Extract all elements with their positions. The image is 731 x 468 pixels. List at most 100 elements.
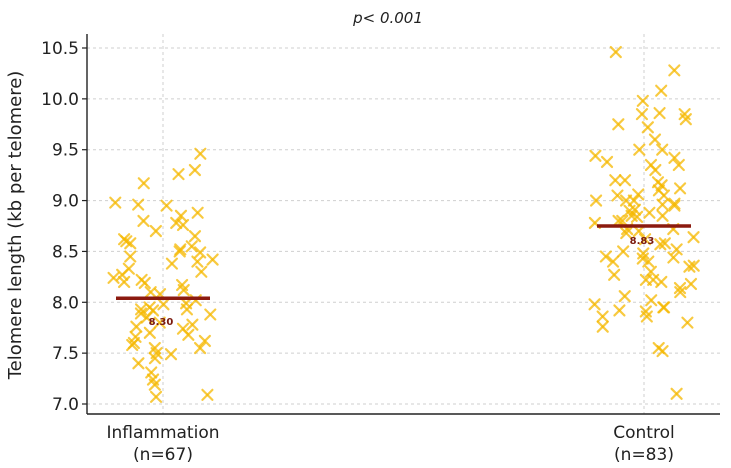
data-point xyxy=(124,250,137,263)
data-point xyxy=(206,253,219,266)
data-point xyxy=(619,194,633,207)
data-point xyxy=(596,320,609,333)
data-point-stroke xyxy=(130,320,143,333)
data-point-stroke xyxy=(637,247,650,260)
data-point xyxy=(194,147,207,160)
data-point-stroke xyxy=(608,268,621,281)
data-point-stroke xyxy=(633,143,646,156)
data-point xyxy=(667,251,680,264)
data-point-stroke xyxy=(673,182,687,195)
data-point-stroke xyxy=(146,304,160,317)
data-point-stroke xyxy=(687,259,700,272)
data-point-stroke xyxy=(618,174,632,187)
data-point-stroke xyxy=(194,246,207,259)
data-point xyxy=(143,326,156,339)
data-point-stroke xyxy=(137,177,150,190)
data-point xyxy=(144,286,157,299)
y-ticks: 7.0 7.5 8.0 8.5 9.0 9.5 10.0 10.5 xyxy=(41,39,87,415)
data-point-stroke xyxy=(609,45,622,59)
data-point xyxy=(180,297,193,310)
data-point xyxy=(149,390,163,403)
data-point-stroke xyxy=(638,233,652,246)
data-point-stroke xyxy=(149,390,163,403)
data-point xyxy=(670,243,683,256)
data-point xyxy=(107,271,120,284)
data-point-stroke xyxy=(640,310,653,323)
y-tick-label: 7.0 xyxy=(52,395,79,415)
x-category-labels: Inflammation(n=67) Control(n=83) xyxy=(106,423,674,465)
data-point xyxy=(644,158,658,172)
data-point-stroke xyxy=(148,341,161,355)
data-point-stroke xyxy=(609,174,622,187)
data-point xyxy=(617,245,630,258)
x-category-label: Control xyxy=(613,423,674,443)
data-point xyxy=(146,304,160,317)
data-point-stroke xyxy=(164,348,178,361)
data-point-stroke xyxy=(687,231,700,244)
data-point-stroke xyxy=(589,194,603,207)
data-point-stroke xyxy=(149,224,162,238)
data-point xyxy=(173,245,186,258)
data-point-stroke xyxy=(668,64,681,77)
data-point-stroke xyxy=(632,188,645,201)
data-point-stroke xyxy=(596,320,609,333)
data-point xyxy=(186,318,199,331)
data-point xyxy=(647,273,660,287)
data-point xyxy=(668,151,681,164)
y-tick-label: 10.0 xyxy=(41,90,79,110)
data-point xyxy=(148,341,161,355)
data-point xyxy=(170,216,183,230)
data-point-stroke xyxy=(160,199,173,212)
data-point-stroke xyxy=(667,251,680,264)
data-point-stroke xyxy=(673,281,687,295)
data-point xyxy=(609,174,622,187)
data-point-stroke xyxy=(588,216,601,230)
data-point xyxy=(172,168,185,181)
data-point-stroke xyxy=(170,216,183,230)
data-point-stroke xyxy=(672,158,685,172)
data-point-stroke xyxy=(157,298,170,311)
data-point-stroke xyxy=(639,305,652,318)
data-point xyxy=(639,305,652,318)
data-point-stroke xyxy=(175,278,189,292)
data-point-stroke xyxy=(194,147,207,160)
data-point-stroke xyxy=(612,118,625,131)
data-point-stroke xyxy=(656,209,669,222)
data-point-stroke xyxy=(655,84,668,97)
data-point-stroke xyxy=(195,265,208,278)
y-axis-label: Telomere length (kb per telomere) xyxy=(5,71,26,381)
data-point xyxy=(620,227,633,240)
data-point xyxy=(109,196,122,209)
data-point-stroke xyxy=(176,322,190,335)
data-point xyxy=(157,298,170,311)
data-point-stroke xyxy=(201,388,214,401)
data-point xyxy=(588,298,601,311)
data-point-stroke xyxy=(678,108,691,121)
data-point xyxy=(134,307,148,320)
data-point xyxy=(137,177,150,190)
data-point-stroke xyxy=(668,199,681,212)
data-point xyxy=(636,94,649,107)
data-point-stroke xyxy=(186,318,199,331)
data-point xyxy=(668,199,681,212)
data-point xyxy=(164,348,178,361)
data-point-stroke xyxy=(647,273,660,287)
y-tick-label: 9.0 xyxy=(52,192,79,212)
data-point xyxy=(687,259,700,272)
data-point-stroke xyxy=(124,237,137,250)
data-point xyxy=(116,268,129,281)
x-category-count: (n=67) xyxy=(133,445,193,465)
data-point xyxy=(204,308,217,321)
data-point xyxy=(668,64,681,77)
mean-lines: 8.30 8.83 xyxy=(116,224,691,328)
data-point xyxy=(118,275,131,289)
data-point xyxy=(672,158,685,172)
data-point-stroke xyxy=(588,298,601,311)
data-point-stroke xyxy=(645,294,658,307)
data-point xyxy=(656,143,669,156)
data-point xyxy=(599,250,612,263)
data-point-stroke xyxy=(120,235,133,248)
data-point xyxy=(165,257,179,270)
y-tick-label: 9.5 xyxy=(52,141,79,161)
